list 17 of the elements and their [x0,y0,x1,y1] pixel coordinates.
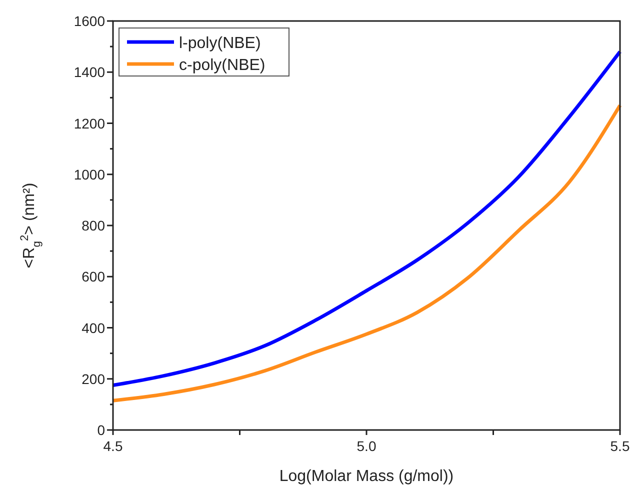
y-tick-label: 1000 [74,166,106,182]
y-tick-label: 1400 [74,64,106,80]
x-axis-title: Log(Molar Mass (g/mol)) [279,468,454,485]
y-tick-label: 800 [82,218,106,234]
legend-label: l-poly(NBE) [179,35,261,52]
line-series [111,104,622,402]
x-tick-label: 5.0 [356,438,376,454]
x-tick-label: 5.5 [610,438,630,454]
y-tick-label: 600 [82,268,106,285]
y-tick-label: 1600 [74,13,106,29]
y-tick-label: 0 [97,422,106,438]
y-tick-label: 400 [82,320,106,336]
y-tick-label: 1200 [74,115,106,132]
line-series [111,50,622,388]
x-tick-label: 4.5 [103,438,123,454]
legend-label: c-poly(NBE) [179,57,266,74]
y-tick-label: 200 [82,370,106,387]
